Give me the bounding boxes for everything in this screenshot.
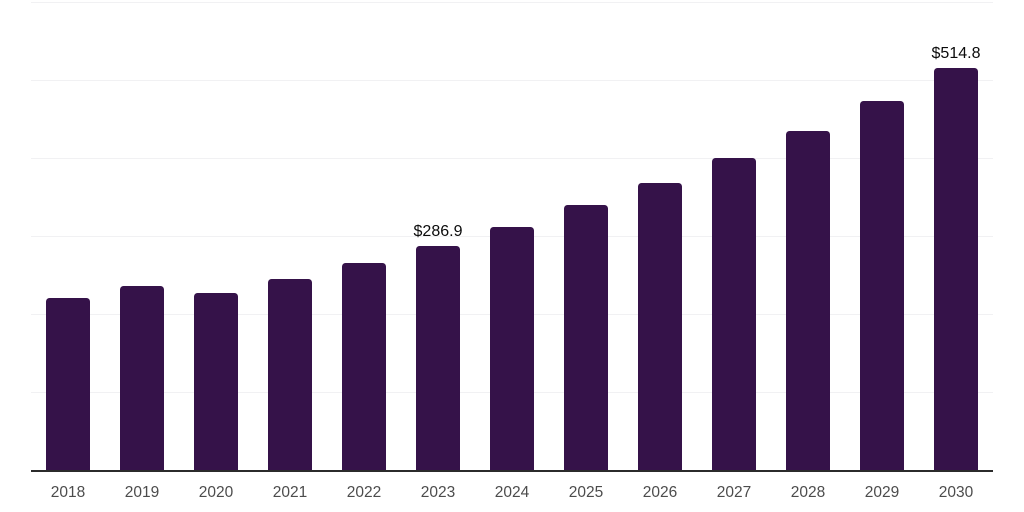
bar-2030	[934, 68, 978, 470]
x-axis: 2018 2019 2020 2021 2022 2023 2024 2025 2026 2027…	[31, 477, 993, 509]
x-tick-label-2030: 2030	[938, 484, 974, 501]
bar-2026	[638, 182, 682, 470]
gridline-600	[31, 2, 993, 3]
x-tick-label-2019: 2019	[124, 484, 160, 501]
bar-2029	[860, 101, 904, 470]
bar-2023	[416, 246, 460, 470]
bar-2025	[564, 204, 608, 470]
bar-2019	[120, 285, 164, 470]
x-tick-label-2028: 2028	[790, 484, 826, 501]
bar-2018	[46, 298, 90, 470]
bar-2024	[490, 227, 534, 470]
value-label-2030: $514.8	[931, 45, 981, 63]
x-tick-label-2023: 2023	[420, 484, 456, 501]
x-tick-label-2025: 2025	[568, 484, 604, 501]
x-tick-label-2024: 2024	[494, 484, 530, 501]
plot-area: $286.9 $514.8	[31, 2, 993, 472]
gridline-400	[31, 158, 993, 159]
x-tick-label-2026: 2026	[642, 484, 678, 501]
bar-2027	[712, 158, 756, 470]
x-tick-label-2018: 2018	[50, 484, 86, 501]
bar-2028	[786, 131, 830, 470]
gridline-500	[31, 80, 993, 81]
bar-2021	[268, 278, 312, 470]
x-tick-label-2022: 2022	[346, 484, 382, 501]
value-label-2023: $286.9	[413, 223, 463, 241]
bar-2020	[194, 292, 238, 470]
x-tick-label-2029: 2029	[864, 484, 900, 501]
bar-2022	[342, 262, 386, 470]
x-tick-label-2020: 2020	[198, 484, 234, 501]
x-tick-label-2027: 2027	[716, 484, 752, 501]
x-tick-label-2021: 2021	[272, 484, 308, 501]
